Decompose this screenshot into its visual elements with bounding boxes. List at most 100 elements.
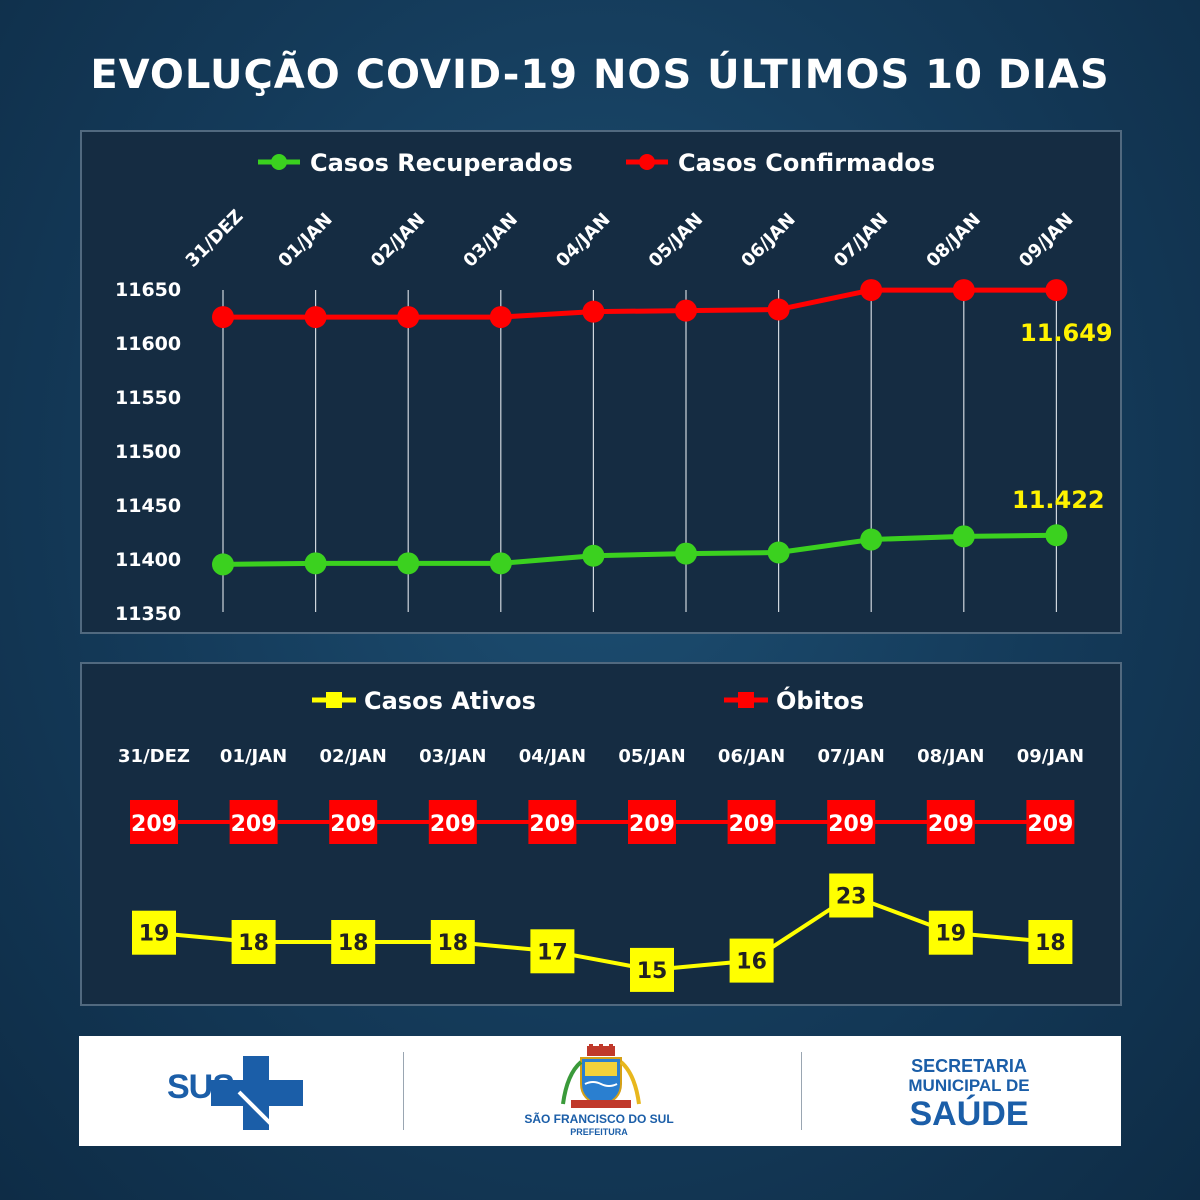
y-tick-label: 11350 (115, 603, 181, 625)
data-point (928, 910, 973, 955)
confirmed-callout: 11.649 (1020, 319, 1113, 347)
x-tick-label: 05/JAN (645, 209, 707, 271)
x-tick-label: 31/DEZ (182, 206, 248, 272)
data-point (212, 306, 234, 329)
series-line (223, 287, 1057, 320)
data-label: 209 (330, 812, 376, 837)
data-point (329, 800, 378, 844)
data-point (428, 800, 477, 844)
x-tick-label: 04/JAN (519, 746, 586, 767)
x-tick-label: 09/JAN (1015, 209, 1077, 271)
data-label: 209 (729, 812, 775, 837)
data-label: 209 (828, 812, 874, 837)
y-tick-label: 11650 (115, 279, 181, 301)
data-point (229, 800, 278, 844)
data-label: 19 (139, 922, 170, 947)
x-tick-label: 06/JAN (718, 746, 785, 767)
data-label: 18 (238, 931, 269, 956)
x-tick-label: 31/DEZ (118, 746, 190, 767)
footer-divider (403, 1052, 404, 1130)
legend-marker (326, 692, 342, 708)
data-point (530, 929, 575, 974)
data-point (304, 306, 327, 329)
x-tick-label: 02/JAN (320, 746, 387, 767)
data-point (1026, 800, 1075, 844)
data-label: 16 (736, 950, 767, 975)
data-point (860, 279, 883, 302)
data-label: 18 (1035, 931, 1066, 956)
x-tick-label: 01/JAN (220, 746, 287, 767)
legend-marker (271, 154, 287, 170)
data-label: 23 (836, 885, 867, 910)
data-label: 15 (637, 959, 668, 984)
sec-line3: SAÚDE (909, 1095, 1029, 1133)
health-department-logo: SECRETARIA MUNICIPAL DE SAÚDE (879, 1056, 1059, 1132)
data-point (767, 298, 790, 321)
y-tick-label: 11600 (115, 333, 181, 355)
x-tick-label: 03/JAN (419, 746, 486, 767)
data-point (130, 800, 178, 844)
series-line (222, 532, 1057, 567)
data-label: 209 (231, 812, 277, 837)
data-label: 17 (537, 940, 568, 965)
sec-line1: SECRETARIA (911, 1056, 1027, 1076)
data-point (860, 528, 883, 551)
data-point (582, 300, 605, 323)
data-point (827, 800, 876, 844)
data-point (231, 920, 276, 964)
legend-label: Casos Recuperados (310, 149, 573, 177)
data-label: 19 (935, 922, 966, 947)
city-coat-of-arms-icon (561, 1044, 641, 1108)
data-point (727, 800, 776, 844)
data-point (952, 525, 975, 548)
data-point (829, 873, 874, 918)
data-point (926, 800, 975, 844)
legend-label: Casos Confirmados (678, 149, 935, 177)
data-label: 18 (338, 931, 369, 956)
x-tick-label: 03/JAN (459, 209, 521, 271)
legend-marker (639, 154, 655, 170)
data-label: 18 (437, 931, 468, 956)
x-tick-label: 09/JAN (1017, 746, 1084, 767)
data-point (630, 947, 674, 992)
city-subtitle: PREFEITURA (570, 1127, 628, 1137)
data-point (304, 552, 327, 575)
y-tick-label: 11500 (115, 441, 181, 463)
data-label: 209 (1027, 812, 1073, 837)
legend-label: Casos Ativos (364, 687, 536, 715)
data-label: 209 (529, 812, 575, 837)
data-point (132, 910, 176, 955)
data-point (1045, 279, 1068, 302)
data-point (1028, 920, 1073, 964)
data-point (582, 544, 605, 567)
data-point (331, 920, 376, 964)
x-tick-label: 07/JAN (830, 209, 892, 271)
data-point (675, 542, 697, 565)
sec-line2: MUNICIPAL DE (908, 1076, 1030, 1095)
data-point (675, 299, 697, 322)
data-label: 209 (928, 812, 974, 837)
x-tick-label: 08/JAN (917, 746, 984, 767)
data-point (489, 306, 512, 329)
data-point (489, 552, 512, 575)
y-tick-label: 11400 (115, 549, 181, 571)
data-point (212, 553, 234, 576)
data-point (767, 541, 790, 564)
data-label: 209 (131, 812, 177, 837)
sus-cross-icon (211, 1056, 303, 1130)
data-point (528, 800, 577, 844)
x-tick-label: 08/JAN (922, 209, 984, 271)
data-label: 209 (629, 812, 675, 837)
data-point (729, 938, 774, 983)
series-line (153, 893, 1051, 972)
y-tick-label: 11450 (115, 495, 181, 517)
city-name: SÃO FRANCISCO DO SUL (524, 1112, 674, 1126)
x-tick-label: 02/JAN (367, 209, 429, 271)
y-tick-label: 11550 (115, 387, 181, 409)
data-point (430, 920, 475, 964)
x-tick-label: 07/JAN (818, 746, 885, 767)
data-point (397, 306, 420, 329)
data-point (1045, 524, 1068, 547)
x-tick-label: 05/JAN (618, 746, 685, 767)
